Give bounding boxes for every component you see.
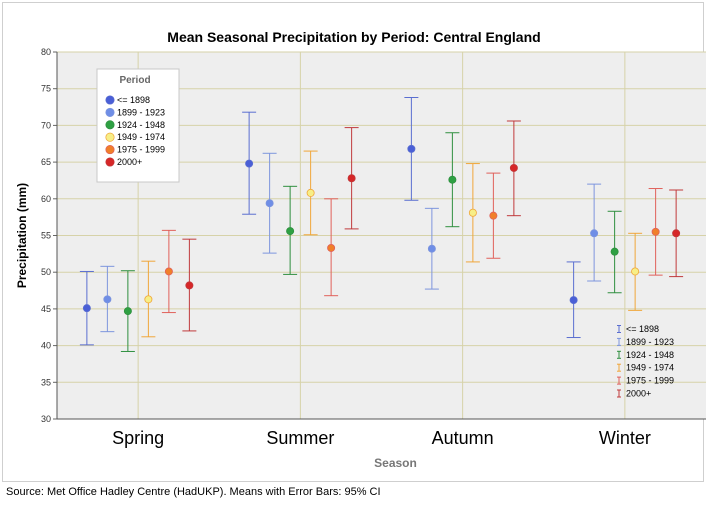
mean-point	[347, 174, 356, 183]
mean-point	[286, 227, 295, 236]
y-tick-label: 75	[41, 84, 51, 94]
y-tick-label: 30	[41, 414, 51, 424]
mean-point	[569, 296, 578, 305]
y-tick-label: 60	[41, 194, 51, 204]
y-tick-label: 65	[41, 157, 51, 167]
x-category-label: Spring	[112, 428, 164, 448]
y-axis-title: Precipitation (mm)	[15, 183, 29, 288]
x-axis-title: Season	[374, 456, 417, 470]
mean-point	[327, 243, 336, 252]
x-category-label: Winter	[599, 428, 651, 448]
mean-point	[651, 227, 660, 236]
legend-label: 2000+	[117, 157, 142, 167]
mean-point	[245, 159, 254, 168]
mean-point	[265, 199, 274, 208]
x-category-label: Autumn	[432, 428, 494, 448]
mean-point	[185, 281, 194, 290]
legend-marker	[105, 145, 115, 155]
errorbar-legend: <= 1898 1899 - 1923 1924 - 1948 1949 - 1974…	[617, 324, 674, 399]
y-tick-label: 55	[41, 231, 51, 241]
legend-marker	[105, 95, 115, 105]
y-tick-label: 35	[41, 377, 51, 387]
legend-label: 1949 - 1974	[117, 132, 165, 142]
legend-label: 1899 - 1923	[117, 107, 165, 117]
legend-marker	[105, 120, 115, 130]
legend-marker	[105, 107, 115, 117]
y-tick-label: 45	[41, 304, 51, 314]
mean-point	[306, 188, 315, 197]
mean-point	[610, 247, 619, 256]
chart-svg: 30 35 40 45 50 55 60 65 70 75 80 Spring Summer Autumn…	[15, 47, 706, 470]
mean-point	[468, 208, 477, 217]
source-note: Source: Met Office Hadley Centre (HadUKP…	[6, 486, 381, 498]
legend-label: 1924 - 1948	[117, 120, 165, 130]
errorbar-legend-label: 1899 - 1923	[626, 337, 674, 347]
errorbar-legend-label: 1975 - 1999	[626, 376, 674, 386]
errorbar-legend-label: 1949 - 1974	[626, 363, 674, 373]
mean-point	[164, 267, 173, 276]
chart-title: Mean Seasonal Precipitation by Period: C…	[167, 29, 541, 45]
legend-marker	[105, 132, 115, 142]
mean-point	[672, 229, 681, 238]
errorbar-legend-label: <= 1898	[626, 324, 659, 334]
y-tick-label: 70	[41, 120, 51, 130]
mean-point	[448, 175, 457, 184]
legend-label: <= 1898	[117, 95, 150, 105]
mean-point	[509, 163, 518, 172]
mean-point	[82, 304, 91, 313]
period-legend: Period <= 1898 1899 - 1923 1924 - 1948 1949 …	[96, 68, 180, 183]
legend-label: 1975 - 1999	[117, 145, 165, 155]
legend-marker	[105, 157, 115, 167]
mean-point	[489, 211, 498, 220]
mean-point	[123, 307, 132, 316]
mean-point	[103, 295, 112, 304]
mean-point	[427, 244, 436, 253]
mean-point	[590, 229, 599, 238]
mean-point	[144, 295, 153, 304]
errorbar-legend-label: 2000+	[626, 389, 651, 399]
y-tick-label: 40	[41, 341, 51, 351]
y-tick-label: 80	[41, 47, 51, 57]
mean-point	[631, 267, 640, 276]
y-tick-label: 50	[41, 267, 51, 277]
legend-title: Period	[119, 75, 150, 86]
x-category-label: Summer	[266, 428, 334, 448]
mean-point	[407, 144, 416, 153]
errorbar-legend-label: 1924 - 1948	[626, 350, 674, 360]
